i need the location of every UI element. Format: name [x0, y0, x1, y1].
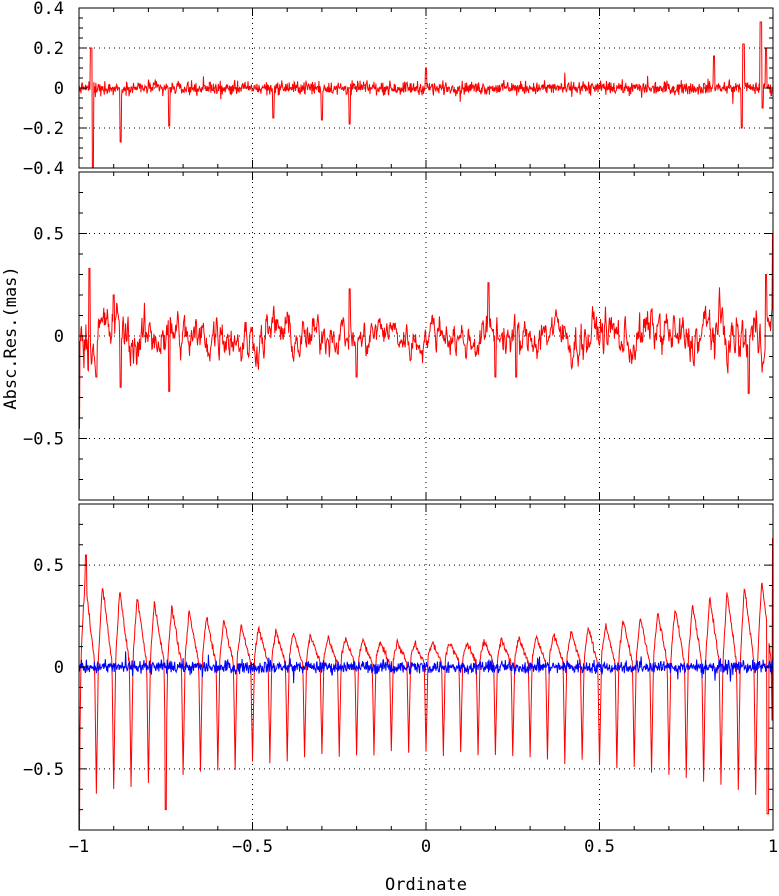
series-line-bottom-1: [79, 651, 773, 684]
series-line-middle-0: [79, 233, 773, 429]
y-tick-label: −0.5: [23, 430, 64, 450]
y-tick-label: 0.2: [33, 39, 64, 59]
panel-middle: −0.5 0 0.5: [23, 171, 774, 501]
x-tick-label: 0: [421, 837, 431, 857]
series-line-top-0: [79, 21, 773, 168]
panel-top: −0.4 −0.2 0 0.2 0.4: [23, 0, 774, 179]
y-tick-label: −0.4: [23, 159, 64, 179]
y-tick-label: 0: [54, 327, 64, 347]
x-tick-label: −0.5: [232, 837, 273, 857]
x-axis-label: Ordinate: [385, 875, 467, 895]
y-tick-label: 0.5: [33, 556, 64, 576]
y-tick-label: 0.4: [33, 0, 64, 19]
y-tick-label: 0: [54, 79, 64, 99]
x-tick-label: 0.5: [584, 837, 615, 857]
y-tick-label: −0.5: [23, 760, 64, 780]
x-tick-label: 1: [768, 837, 778, 857]
series-line-bottom-0: [79, 538, 773, 830]
y-axis-label: Absc.Res.(mas): [1, 266, 21, 409]
x-tick-label: −1: [69, 837, 89, 857]
y-tick-label: −0.2: [23, 119, 64, 139]
y-tick-label: 0.5: [33, 225, 64, 245]
y-tick-label: 0: [54, 658, 64, 678]
panel-bottom: −0.5 0 0.5: [23, 503, 774, 831]
